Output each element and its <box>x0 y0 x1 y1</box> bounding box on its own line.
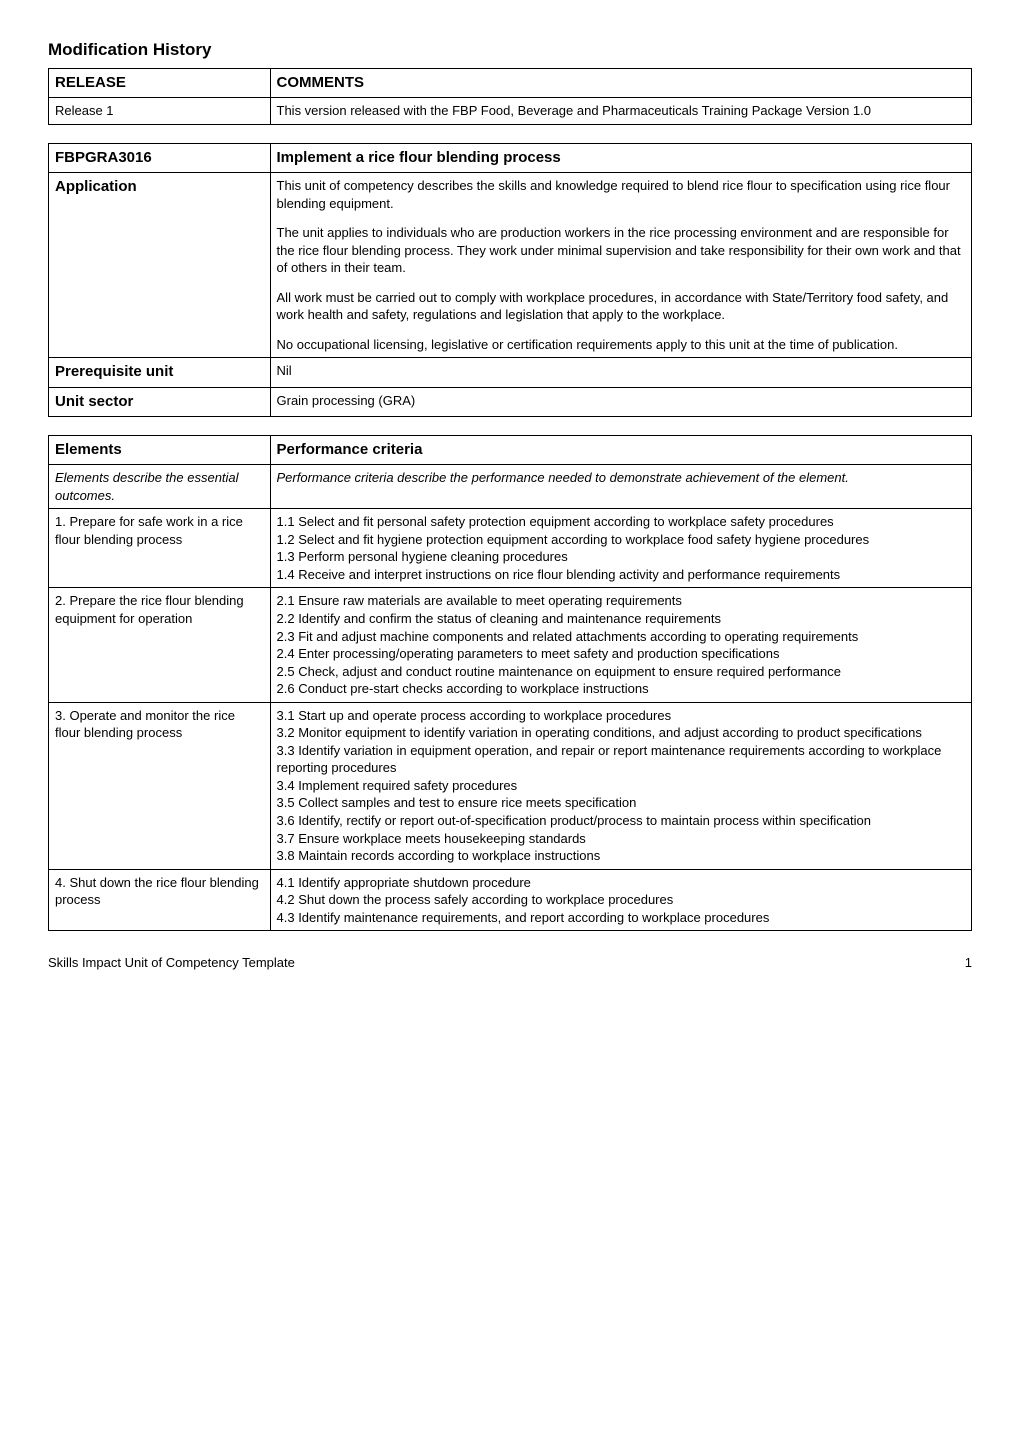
history-comments-cell: This version released with the FBP Food,… <box>270 98 971 125</box>
page-footer: Skills Impact Unit of Competency Templat… <box>48 955 972 970</box>
history-row: Release 1 This version released with the… <box>49 98 972 125</box>
application-para-2: The unit applies to individuals who are … <box>277 224 965 277</box>
criterion: 2.3 Fit and adjust machine components an… <box>277 628 965 646</box>
criterion: 1.4 Receive and interpret instructions o… <box>277 566 965 584</box>
elements-intro-row: Elements describe the essential outcomes… <box>49 465 972 509</box>
unit-value-sector: Grain processing (GRA) <box>270 387 971 416</box>
unit-title: Implement a rice flour blending process <box>270 143 971 172</box>
section-title: Modification History <box>48 40 972 60</box>
criterion: 2.5 Check, adjust and conduct routine ma… <box>277 663 965 681</box>
criterion: 1.1 Select and fit personal safety prote… <box>277 513 965 531</box>
element-2-label: 2. Prepare the rice flour blending equip… <box>49 588 271 702</box>
element-2-criteria: 2.1 Ensure raw materials are available t… <box>270 588 971 702</box>
unit-table: FBPGRA3016 Implement a rice flour blendi… <box>48 143 972 417</box>
criterion: 3.4 Implement required safety procedures <box>277 777 965 795</box>
criterion: 4.1 Identify appropriate shutdown proced… <box>277 874 965 892</box>
element-3-criteria: 3.1 Start up and operate process accordi… <box>270 702 971 869</box>
criterion: 3.7 Ensure workplace meets housekeeping … <box>277 830 965 848</box>
criterion: 1.2 Select and fit hygiene protection eq… <box>277 531 965 549</box>
elements-intro-right: Performance criteria describe the perfor… <box>270 465 971 509</box>
criterion: 2.2 Identify and confirm the status of c… <box>277 610 965 628</box>
criterion: 1.3 Perform personal hygiene cleaning pr… <box>277 548 965 566</box>
element-row-3: 3. Operate and monitor the rice flour bl… <box>49 702 972 869</box>
elements-intro-left: Elements describe the essential outcomes… <box>49 465 271 509</box>
criterion: 4.2 Shut down the process safely accordi… <box>277 891 965 909</box>
criterion: 3.2 Monitor equipment to identify variat… <box>277 724 965 742</box>
footer-right: 1 <box>965 955 972 970</box>
application-para-4: No occupational licensing, legislative o… <box>277 336 965 354</box>
footer-left: Skills Impact Unit of Competency Templat… <box>48 955 295 970</box>
history-header-comments: COMMENTS <box>270 69 971 98</box>
element-row-2: 2. Prepare the rice flour blending equip… <box>49 588 972 702</box>
criterion: 3.1 Start up and operate process accordi… <box>277 707 965 725</box>
unit-value-application: This unit of competency describes the sk… <box>270 173 971 358</box>
element-row-1: 1. Prepare for safe work in a rice flour… <box>49 509 972 588</box>
criterion: 3.6 Identify, rectify or report out-of-s… <box>277 812 965 830</box>
element-1-criteria: 1.1 Select and fit personal safety prote… <box>270 509 971 588</box>
criterion: 3.8 Maintain records according to workpl… <box>277 847 965 865</box>
unit-label-application: Application <box>49 173 271 358</box>
unit-code: FBPGRA3016 <box>49 143 271 172</box>
application-para-3: All work must be carried out to comply w… <box>277 289 965 324</box>
unit-row-prerequisite: Prerequisite unit Nil <box>49 358 972 387</box>
elements-header-left: Elements <box>49 435 271 464</box>
history-header-release: RELEASE <box>49 69 271 98</box>
elements-header-right: Performance criteria <box>270 435 971 464</box>
criterion: 3.5 Collect samples and test to ensure r… <box>277 794 965 812</box>
elements-table: Elements Performance criteria Elements d… <box>48 435 972 931</box>
element-row-4: 4. Shut down the rice flour blending pro… <box>49 869 972 931</box>
history-release-cell: Release 1 <box>49 98 271 125</box>
unit-value-prerequisite: Nil <box>270 358 971 387</box>
criterion: 2.4 Enter processing/operating parameter… <box>277 645 965 663</box>
unit-label-prerequisite: Prerequisite unit <box>49 358 271 387</box>
application-para-1: This unit of competency describes the sk… <box>277 177 965 212</box>
criterion: 2.1 Ensure raw materials are available t… <box>277 592 965 610</box>
unit-label-sector: Unit sector <box>49 387 271 416</box>
criterion: 4.3 Identify maintenance requirements, a… <box>277 909 965 927</box>
unit-row-sector: Unit sector Grain processing (GRA) <box>49 387 972 416</box>
unit-row-application: Application This unit of competency desc… <box>49 173 972 358</box>
history-table: RELEASE COMMENTS Release 1 This version … <box>48 68 972 125</box>
criterion: 3.3 Identify variation in equipment oper… <box>277 742 965 777</box>
element-4-label: 4. Shut down the rice flour blending pro… <box>49 869 271 931</box>
element-1-label: 1. Prepare for safe work in a rice flour… <box>49 509 271 588</box>
criterion: 2.6 Conduct pre-start checks according t… <box>277 680 965 698</box>
element-3-label: 3. Operate and monitor the rice flour bl… <box>49 702 271 869</box>
element-4-criteria: 4.1 Identify appropriate shutdown proced… <box>270 869 971 931</box>
